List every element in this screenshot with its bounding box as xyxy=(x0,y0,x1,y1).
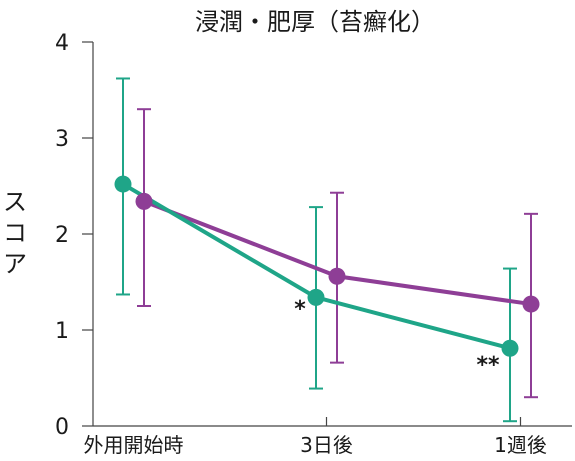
y-axis-label-char: コ xyxy=(3,219,27,247)
x-tick-label: 外用開始時 xyxy=(84,433,184,457)
y-axis-label-char: ア xyxy=(3,250,27,278)
x-tick-label: 3日後 xyxy=(300,433,353,457)
y-tick-label: 3 xyxy=(55,127,69,152)
error-bars xyxy=(116,77,538,423)
significance-marker: ** xyxy=(476,353,500,378)
data-point xyxy=(307,288,325,306)
data-point xyxy=(328,267,346,285)
series-points xyxy=(114,175,540,357)
y-tick-label: 2 xyxy=(55,223,69,248)
y-axis-label-char: ス xyxy=(3,188,27,216)
y-tick-label: 4 xyxy=(55,31,69,56)
y-axis-label: スコア xyxy=(2,187,28,280)
series-lines xyxy=(121,182,532,351)
data-point xyxy=(501,339,519,357)
y-ticks: 0 1 2 3 4 xyxy=(55,31,93,440)
x-ticks: 外用開始時 3日後 1週後 xyxy=(84,417,547,457)
data-point xyxy=(135,192,153,210)
data-point xyxy=(522,295,540,313)
y-tick-label: 0 xyxy=(55,415,69,440)
chart-title: 浸潤・肥厚（苔癬化） xyxy=(195,8,435,36)
x-tick-label: 1週後 xyxy=(494,433,547,457)
data-point xyxy=(114,175,132,193)
y-tick-label: 1 xyxy=(55,319,69,344)
annotations: *** xyxy=(294,297,500,378)
significance-marker: * xyxy=(294,297,306,322)
